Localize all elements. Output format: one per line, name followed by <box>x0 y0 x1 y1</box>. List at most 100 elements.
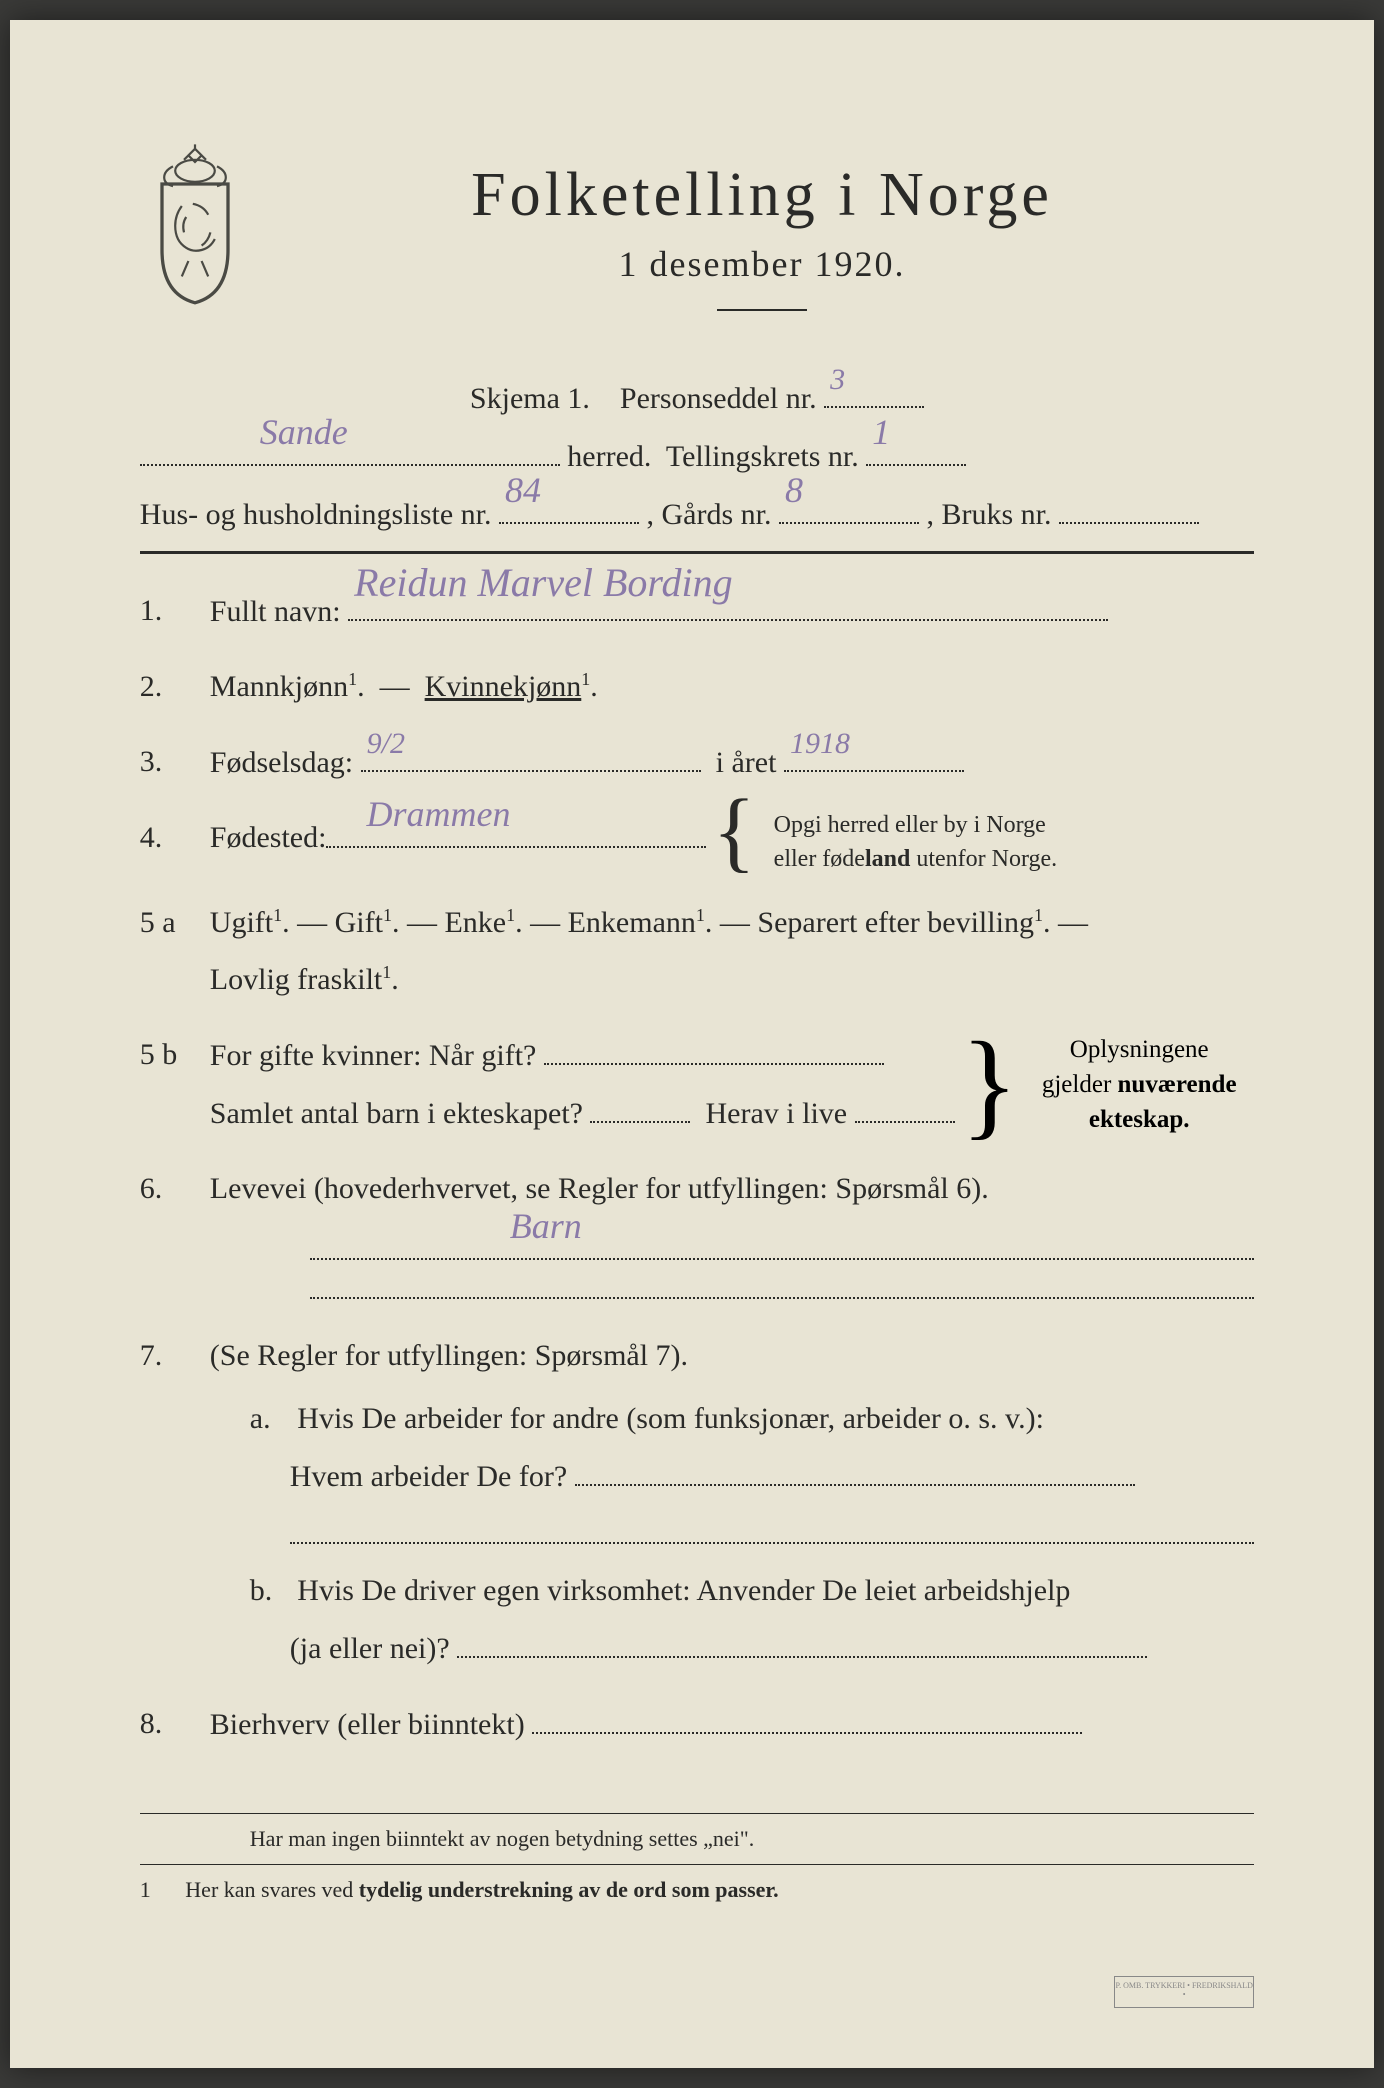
q7a-field1[interactable] <box>575 1447 1135 1486</box>
q5a-opt-4[interactable]: Separert efter bevilling1. <box>757 906 1050 939</box>
q6-row: 6. Levevei (hovederhvervet, se Regler fo… <box>140 1160 1254 1217</box>
brace-icon: } <box>961 1054 1019 1114</box>
husliste-label: Hus- og husholdningsliste nr. <box>140 498 492 531</box>
bruks-field[interactable] <box>1059 485 1199 524</box>
q5a-opt-2[interactable]: Enke1. <box>444 906 522 939</box>
q8-row: 8. Bierhverv (eller biinntekt) <box>140 1695 1254 1753</box>
q7a-field2[interactable] <box>290 1505 1254 1544</box>
q7b-num: b. <box>250 1562 290 1619</box>
q5a-opt-0[interactable]: Ugift1. <box>210 906 290 939</box>
q2-num: 2. <box>140 658 163 715</box>
q1-row: 1. Fullt navn: Reidun Marvel Bording <box>140 582 1254 640</box>
q2-female[interactable]: Kvinnekjønn1. <box>425 670 598 703</box>
q5b-label3: Herav i live <box>705 1097 847 1130</box>
page-title: Folketelling i Norge <box>270 160 1254 231</box>
q7a-field2-row <box>140 1505 1254 1544</box>
q7a-line2: Hvem arbeider De for? <box>290 1460 567 1493</box>
q6-label: Levevei (hovederhvervet, se Regler for u… <box>210 1172 989 1205</box>
q5a-opt-1[interactable]: Gift1. <box>335 906 400 939</box>
q6-num: 6. <box>140 1160 163 1217</box>
title-rule <box>717 309 807 311</box>
q6-value: Barn <box>510 1192 582 1260</box>
tellingskrets-label: Tellingskrets nr. <box>666 440 859 473</box>
q6-field-row: Barn <box>140 1221 1254 1260</box>
q3-year-label: i året <box>716 746 777 779</box>
q5a-row: 5 a Ugift1. — Gift1. — Enke1. — Enkemann… <box>140 894 1254 1008</box>
q3-year-value: 1918 <box>790 715 850 772</box>
coat-of-arms-icon <box>140 140 250 300</box>
header: Folketelling i Norge 1 desember 1920. <box>140 160 1254 339</box>
brace-icon: { <box>712 809 755 854</box>
q2-row: 2. Mannkjønn1. — Kvinnekjønn1. <box>140 658 1254 715</box>
q5b-barn-field[interactable] <box>590 1084 690 1123</box>
husliste-field[interactable]: 84 <box>499 485 639 524</box>
footer-note-top: Har man ingen biinntekt av nogen betydni… <box>140 1826 1254 1852</box>
q2-male[interactable]: Mannkjønn1. <box>210 670 365 703</box>
q5a-num: 5 a <box>140 894 176 951</box>
q5b-gift-field[interactable] <box>544 1026 884 1065</box>
meta-line-2: Sande herred. Tellingskrets nr. 1 <box>140 427 1254 485</box>
q7a-line2-row: Hvem arbeider De for? <box>140 1447 1254 1505</box>
bruks-label: , Bruks nr. <box>926 498 1051 531</box>
q7b-field[interactable] <box>457 1619 1147 1658</box>
title-block: Folketelling i Norge 1 desember 1920. <box>270 160 1254 339</box>
q5a-opt-5[interactable]: Lovlig fraskilt1. <box>210 963 399 996</box>
q7b-line2: (ja eller nei)? <box>290 1632 450 1665</box>
q7-num: 7. <box>140 1327 163 1384</box>
form-label: Skjema 1. <box>470 382 590 415</box>
q8-num: 8. <box>140 1695 163 1752</box>
q7b-row: b. Hvis De driver egen virksomhet: Anven… <box>140 1562 1254 1619</box>
q4-note: Opgi herred eller by i Norge eller fødel… <box>774 809 1058 876</box>
q5a-opt-3[interactable]: Enkemann1. <box>568 906 713 939</box>
q4-value: Drammen <box>366 780 510 848</box>
q1-value: Reidun Marvel Bording <box>354 545 732 621</box>
herred-value: Sande <box>260 398 348 466</box>
q5b-label1: For gifte kvinner: Når gift? <box>210 1039 537 1072</box>
q8-field[interactable] <box>532 1695 1082 1734</box>
q5b-row: 5 b For gifte kvinner: Når gift? Samlet … <box>140 1026 1254 1142</box>
q3-label: Fødselsdag: <box>210 746 353 779</box>
q3-row: 3. Fødselsdag: 9/2 i året 1918 <box>140 733 1254 791</box>
q5b-label2: Samlet antal barn i ekteskapet? <box>210 1097 583 1130</box>
q7b-line2-row: (ja eller nei)? <box>140 1619 1254 1677</box>
q7a-row: a. Hvis De arbeider for andre (som funks… <box>140 1390 1254 1447</box>
q7-label: (Se Regler for utfyllingen: Spørsmål 7). <box>210 1339 688 1372</box>
gards-field[interactable]: 8 <box>779 485 919 524</box>
tellingskrets-field[interactable]: 1 <box>866 427 966 466</box>
q6-field-row2 <box>140 1260 1254 1299</box>
q5b-num: 5 b <box>140 1026 178 1083</box>
q5b-line2: Samlet antal barn i ekteskapet? Herav i … <box>210 1084 955 1142</box>
q4-label: Fødested: <box>210 809 327 866</box>
q1-field[interactable]: Reidun Marvel Bording <box>348 582 1108 621</box>
q7a-num: a. <box>250 1390 290 1447</box>
meta-line-3: Hus- og husholdningsliste nr. 84 , Gårds… <box>140 485 1254 543</box>
gards-value: 8 <box>785 456 803 524</box>
printer-stamp: P. OMB. TRYKKERI • FREDRIKSHALD • <box>1114 1976 1254 2008</box>
census-form-page: Folketelling i Norge 1 desember 1920. Sk… <box>10 20 1374 2068</box>
q4-row: 4. Fødested: Drammen { Opgi herred eller… <box>140 809 1254 876</box>
footnote-1: 1 Her kan svares ved tydelig understrekn… <box>140 1877 1254 1903</box>
q3-num: 3. <box>140 733 163 790</box>
q3-day-value: 9/2 <box>367 715 405 772</box>
q4-num: 4. <box>140 809 163 866</box>
footer-divider <box>140 1813 1254 1814</box>
q3-day-field[interactable]: 9/2 <box>361 733 701 772</box>
gards-label: , Gårds nr. <box>646 498 771 531</box>
q5b-note: Oplysningene gjelder nuværende ekteskap. <box>1024 1032 1254 1137</box>
tellingskrets-value: 1 <box>872 398 890 466</box>
herred-label: herred. <box>567 440 651 473</box>
herred-field[interactable]: Sande <box>140 427 560 466</box>
q1-label: Fullt navn: <box>210 595 341 628</box>
q5b-live-field[interactable] <box>855 1084 955 1123</box>
q7a-line1: Hvis De arbeider for andre (som funksjon… <box>297 1402 1044 1435</box>
q1-num: 1. <box>140 582 163 639</box>
q5b-line1: For gifte kvinner: Når gift? <box>210 1026 955 1084</box>
q8-label: Bierhverv (eller biinntekt) <box>210 1708 525 1741</box>
q6-field2[interactable] <box>310 1260 1254 1299</box>
husliste-value: 84 <box>505 456 541 524</box>
personseddel-label: Personseddel nr. <box>620 382 817 415</box>
page-subtitle: 1 desember 1920. <box>270 243 1254 285</box>
q3-year-field[interactable]: 1918 <box>784 733 964 772</box>
q6-field1[interactable]: Barn <box>310 1221 1254 1260</box>
q4-field[interactable]: Drammen <box>326 809 706 848</box>
